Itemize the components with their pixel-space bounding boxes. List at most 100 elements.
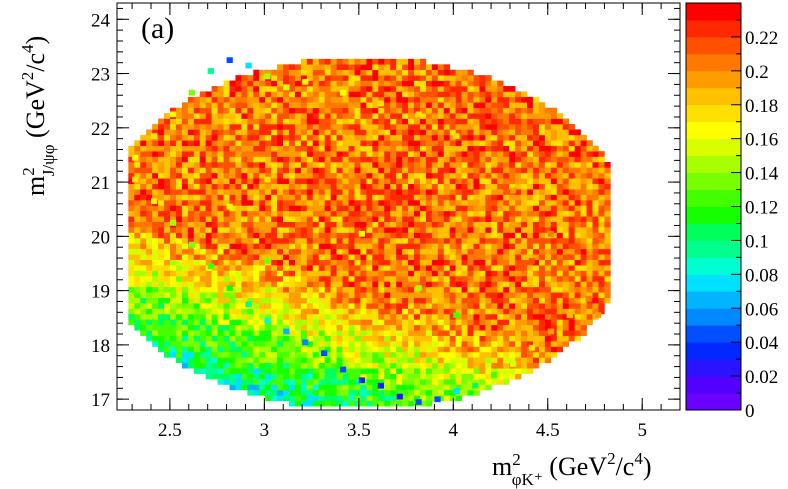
heatmap-cell <box>360 134 367 141</box>
heatmap-cell <box>330 313 337 320</box>
heatmap-cell <box>425 232 433 239</box>
heatmap-cell <box>241 319 248 326</box>
heatmap-cell <box>455 308 462 315</box>
heatmap-cell <box>544 151 552 157</box>
heatmap-cell <box>562 118 570 125</box>
heatmap-cell <box>390 80 397 87</box>
heatmap-cell <box>431 335 439 342</box>
heatmap-cell <box>354 335 361 342</box>
heatmap-cell <box>247 156 254 163</box>
heatmap-cell <box>247 145 254 152</box>
heatmap-cell <box>449 96 456 103</box>
heatmap-cell <box>503 145 510 152</box>
heatmap-cell <box>342 297 349 304</box>
heatmap-cell <box>402 275 409 282</box>
heatmap-cell <box>580 134 587 141</box>
heatmap-cell <box>205 351 212 358</box>
colorbar-band <box>686 393 741 411</box>
heatmap-cell <box>247 292 254 298</box>
heatmap-cell <box>253 330 260 336</box>
heatmap-cell <box>473 151 480 157</box>
heatmap-cell <box>217 124 224 130</box>
heatmap-cell <box>402 102 409 109</box>
heatmap-cell <box>402 113 409 119</box>
heatmap-cell <box>384 319 391 326</box>
heatmap-cell <box>205 303 212 309</box>
heatmap-cell <box>294 205 302 212</box>
heatmap-cell <box>372 368 379 374</box>
heatmap-cell <box>336 113 343 119</box>
heatmap-cell <box>521 183 528 190</box>
heatmap-cell <box>544 199 552 206</box>
heatmap-cell <box>277 118 284 125</box>
heatmap-cell <box>556 124 564 130</box>
heatmap-cell <box>538 286 546 293</box>
heatmap-cell <box>187 335 195 342</box>
heatmap-cell <box>568 330 575 336</box>
heatmap-cell <box>544 189 552 195</box>
heatmap-cell <box>324 129 331 136</box>
heatmap-cell <box>348 205 355 212</box>
heatmap-cell <box>283 270 290 277</box>
heatmap-cell <box>413 341 421 347</box>
heatmap-cell <box>509 107 516 114</box>
heatmap-cell <box>384 351 391 358</box>
heatmap-cell <box>312 319 320 326</box>
heatmap-cell <box>199 248 206 255</box>
heatmap-cell <box>294 210 302 217</box>
heatmap-cell <box>390 281 397 288</box>
heatmap-cell <box>318 362 326 369</box>
heatmap-cell <box>140 254 147 260</box>
colorbar-tick-label: 0.02 <box>745 367 778 388</box>
heatmap-cell-sample <box>302 78 309 85</box>
heatmap-cell <box>586 265 593 271</box>
heatmap-cell <box>312 281 320 288</box>
heatmap-cell <box>169 145 177 152</box>
heatmap-cell <box>289 330 296 336</box>
heatmap-cell <box>437 389 445 396</box>
heatmap-cell <box>568 167 575 174</box>
heatmap-cell <box>289 259 296 266</box>
heatmap-cell <box>223 324 230 331</box>
heatmap-cell <box>402 237 409 244</box>
heatmap-cell <box>158 194 165 201</box>
heatmap-cell <box>437 205 445 212</box>
heatmap-cell <box>229 237 236 244</box>
heatmap-cell <box>247 194 254 201</box>
heatmap-cell <box>461 308 468 315</box>
heatmap-cell <box>455 189 462 195</box>
heatmap-cell <box>217 308 224 315</box>
heatmap-cell <box>425 243 433 250</box>
heatmap-cell <box>509 292 516 298</box>
heatmap-cell <box>556 297 564 304</box>
heatmap-cell <box>455 254 462 260</box>
heatmap-cell <box>253 151 260 157</box>
heatmap-cell <box>408 292 415 298</box>
heatmap-cell <box>366 237 373 244</box>
heatmap-cell <box>485 178 492 185</box>
heatmap-cell <box>479 237 486 244</box>
heatmap-cell <box>164 232 171 239</box>
heatmap-cell <box>562 167 570 174</box>
heatmap-cell <box>158 199 165 206</box>
heatmap-cell <box>306 346 314 353</box>
heatmap-cell <box>402 292 409 298</box>
heatmap-cell <box>449 357 456 364</box>
heatmap-cell <box>533 303 540 309</box>
heatmap-cell <box>241 330 248 336</box>
heatmap-cell <box>503 254 510 260</box>
heatmap-cell <box>211 330 218 336</box>
heatmap-cell <box>187 194 195 201</box>
heatmap-cell <box>431 330 439 336</box>
heatmap-cell <box>366 172 373 179</box>
heatmap-cell <box>580 259 587 266</box>
heatmap-cell <box>425 167 433 174</box>
heatmap-cell <box>306 308 314 315</box>
heatmap-cell <box>396 389 403 396</box>
heatmap-cell <box>437 330 445 336</box>
heatmap-cell <box>235 373 242 380</box>
heatmap-cell <box>485 248 492 255</box>
heatmap-cell <box>265 384 272 391</box>
heatmap-cell <box>497 80 504 87</box>
heatmap-cell <box>294 96 302 103</box>
